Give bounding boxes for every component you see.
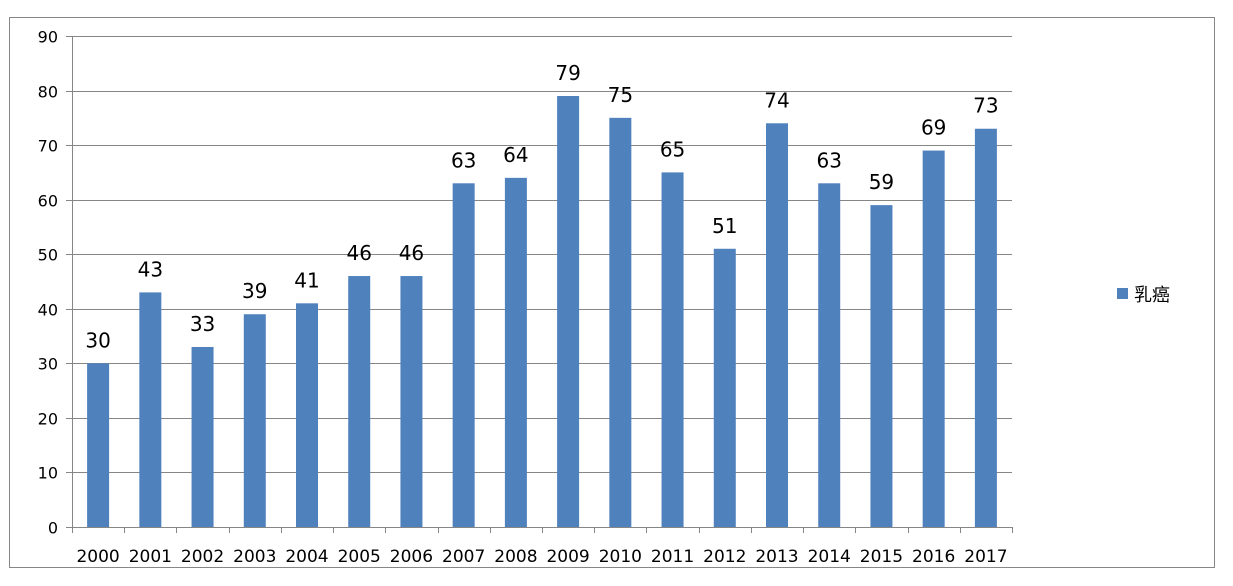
data-label-2001: 43 [138, 257, 163, 281]
bar-2015 [870, 205, 893, 527]
x-tick-label-2012: 2012 [703, 547, 746, 567]
y-tick-label: 70 [38, 137, 58, 156]
data-label-2012: 51 [712, 214, 737, 238]
data-label-2009: 79 [555, 61, 580, 85]
bar-2012 [713, 248, 736, 527]
x-tick-label-2004: 2004 [285, 547, 328, 567]
bar-2009 [557, 96, 580, 527]
data-label-2006: 46 [399, 241, 424, 265]
bar-2013 [766, 123, 788, 528]
x-tick-label-2016: 2016 [912, 547, 955, 567]
x-tick-label-2017: 2017 [964, 547, 1007, 567]
x-tick-label-2010: 2010 [599, 547, 642, 567]
x-tick-label-2011: 2011 [651, 547, 694, 567]
x-tick-label-2008: 2008 [494, 547, 537, 567]
x-tick-label-2013: 2013 [755, 547, 798, 567]
x-tick-labels: 2000 2001 2002 2003 2004 2005 2006 2007 2008 2009… [76, 547, 1007, 567]
data-label-2010: 75 [608, 83, 633, 107]
data-label-2013: 74 [764, 88, 789, 112]
y-tick-label: 80 [38, 83, 58, 102]
bar-2010 [609, 117, 632, 527]
x-tick-label-2007: 2007 [442, 547, 485, 567]
y-tick-label: 90 [38, 28, 58, 47]
x-tick-label-2006: 2006 [390, 547, 433, 567]
bar-2016 [922, 150, 945, 528]
data-label-2011: 65 [660, 137, 685, 161]
data-labels: 30 43 33 39 41 46 46 63 64 79 75 65 51 74 63 59 69 73 [85, 61, 998, 352]
data-label-2016: 69 [921, 116, 946, 140]
y-tick-label: 30 [38, 355, 58, 374]
y-tick-label: 50 [38, 246, 58, 265]
x-tick-label-2015: 2015 [860, 547, 903, 567]
data-label-2004: 41 [294, 268, 319, 292]
x-tick-label-2002: 2002 [181, 547, 224, 567]
y-tick-label: 10 [38, 464, 58, 483]
bar-2006 [400, 276, 423, 527]
y-tick-label: 0 [48, 519, 58, 538]
bar-2014 [818, 183, 841, 528]
x-tick-label-2014: 2014 [808, 547, 851, 567]
bar-2017 [974, 128, 997, 527]
data-label-2015: 59 [869, 170, 894, 194]
legend: 乳癌 [1117, 285, 1170, 306]
y-tick-label: 60 [38, 192, 58, 211]
bar-2007 [452, 183, 475, 528]
bar-2008 [504, 177, 527, 527]
x-tick-label-2000: 2000 [76, 547, 119, 567]
y-tick-label: 20 [38, 410, 58, 429]
data-label-2003: 39 [242, 279, 267, 303]
data-label-2005: 46 [346, 241, 371, 265]
legend-label: 乳癌 [1134, 285, 1170, 306]
bar-2004 [296, 303, 318, 527]
data-label-2002: 33 [190, 312, 215, 336]
x-tick-label-2003: 2003 [233, 547, 276, 567]
data-label-2008: 64 [503, 143, 528, 167]
bar-2001 [139, 292, 162, 527]
x-tick-label-2001: 2001 [129, 547, 172, 567]
bars [87, 96, 997, 528]
bar-2011 [661, 172, 684, 527]
gridlines [72, 36, 1012, 473]
data-label-2000: 30 [85, 328, 110, 352]
data-label-2017: 73 [973, 94, 998, 118]
axes [72, 36, 1013, 533]
bar-2003 [243, 314, 266, 527]
x-tick-label-2009: 2009 [546, 547, 589, 567]
data-label-2007: 63 [451, 148, 476, 172]
y-tick-labels: 0 10 20 30 40 50 60 70 80 90 [38, 28, 72, 538]
y-tick-label: 40 [38, 301, 58, 320]
bar-2000 [87, 363, 110, 527]
bar-2005 [348, 276, 371, 527]
data-label-2014: 63 [816, 148, 841, 172]
bar-2002 [191, 346, 214, 527]
legend-swatch [1117, 288, 1128, 299]
x-tick-label-2005: 2005 [338, 547, 381, 567]
